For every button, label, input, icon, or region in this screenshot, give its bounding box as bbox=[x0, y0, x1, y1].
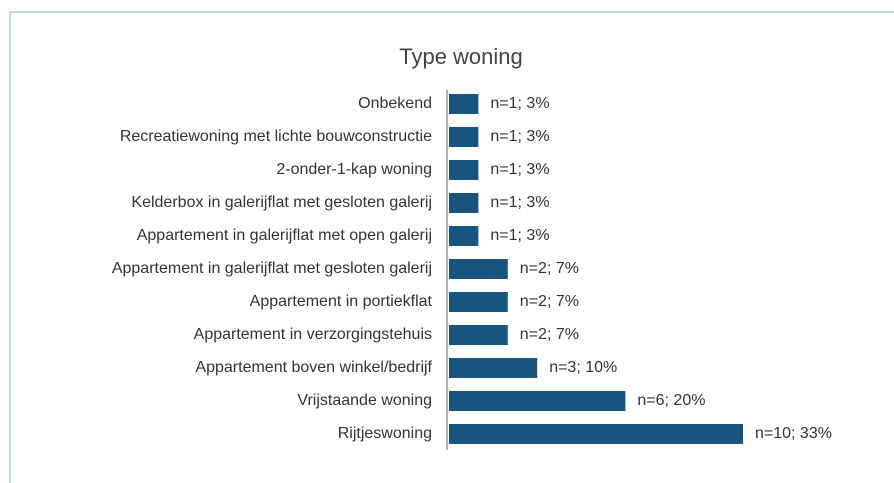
bar bbox=[449, 127, 479, 147]
value-label: n=2; 7% bbox=[520, 293, 579, 310]
bar bbox=[449, 358, 538, 378]
value-label: n=6; 20% bbox=[637, 392, 705, 409]
bar bbox=[449, 193, 479, 213]
value-label: n=1; 3% bbox=[490, 95, 549, 112]
bar bbox=[449, 160, 479, 180]
category-label: Kelderbox in galerijflat met gesloten ga… bbox=[131, 194, 432, 211]
value-label: n=2; 7% bbox=[520, 260, 579, 277]
category-label: Appartement in galerijflat met gesloten … bbox=[112, 260, 432, 277]
category-label: 2-onder-1-kap woning bbox=[276, 161, 432, 178]
value-label: n=3; 10% bbox=[549, 359, 617, 376]
category-label: Recreatiewoning met lichte bouwconstruct… bbox=[120, 128, 432, 145]
category-label: Appartement in portiekflat bbox=[250, 293, 433, 310]
chart-title: Type woning bbox=[399, 44, 523, 69]
category-label: Onbekend bbox=[358, 95, 432, 112]
bar bbox=[449, 226, 479, 246]
value-label: n=1; 3% bbox=[490, 194, 549, 211]
category-label: Appartement in verzorgingstehuis bbox=[194, 326, 432, 343]
category-label: Vrijstaande woning bbox=[297, 392, 432, 409]
bar bbox=[449, 391, 626, 411]
category-label: Appartement boven winkel/bedrijf bbox=[195, 359, 432, 376]
bar bbox=[449, 292, 508, 312]
value-label: n=2; 7% bbox=[520, 326, 579, 343]
value-label: n=10; 33% bbox=[755, 425, 832, 442]
bar bbox=[449, 259, 508, 279]
value-label: n=1; 3% bbox=[490, 128, 549, 145]
category-label: Appartement in galerijflat met open gale… bbox=[137, 227, 432, 244]
value-label: n=1; 3% bbox=[490, 161, 549, 178]
bar bbox=[449, 424, 743, 444]
value-label: n=1; 3% bbox=[490, 227, 549, 244]
bar bbox=[449, 94, 479, 114]
bar bbox=[449, 325, 508, 345]
category-label: Rijtjeswoning bbox=[338, 425, 432, 442]
